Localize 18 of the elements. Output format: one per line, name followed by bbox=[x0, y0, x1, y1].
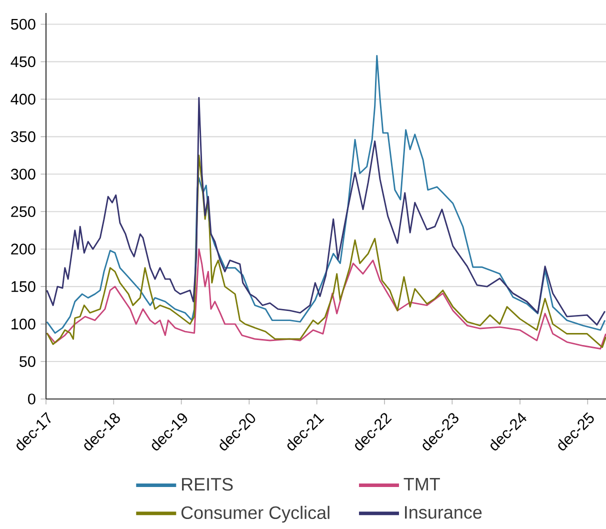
legend-label: REITS bbox=[182, 478, 233, 491]
y-tick-label: 150 bbox=[12, 281, 36, 292]
y-tick-label: 350 bbox=[10, 131, 36, 142]
y-tick-label: 50 bbox=[20, 356, 36, 367]
legend-label: Consumer Cyclical bbox=[181, 506, 330, 523]
y-tick-label: 400 bbox=[10, 94, 36, 105]
y-tick-label: 500 bbox=[10, 18, 36, 30]
line-series bbox=[46, 54, 606, 334]
line-series bbox=[46, 96, 606, 326]
y-tick-label: 250 bbox=[11, 206, 36, 218]
y-tick-label: 200 bbox=[11, 244, 36, 255]
line-series bbox=[46, 248, 606, 350]
y-tick-label: 0 bbox=[28, 394, 36, 404]
y-tick-label: 100 bbox=[12, 318, 36, 330]
legend-label: TMT bbox=[404, 478, 440, 490]
legend-label: Insurance bbox=[405, 506, 482, 519]
y-tick-label: 300 bbox=[10, 168, 36, 180]
y-tick-label: 450 bbox=[10, 56, 36, 68]
